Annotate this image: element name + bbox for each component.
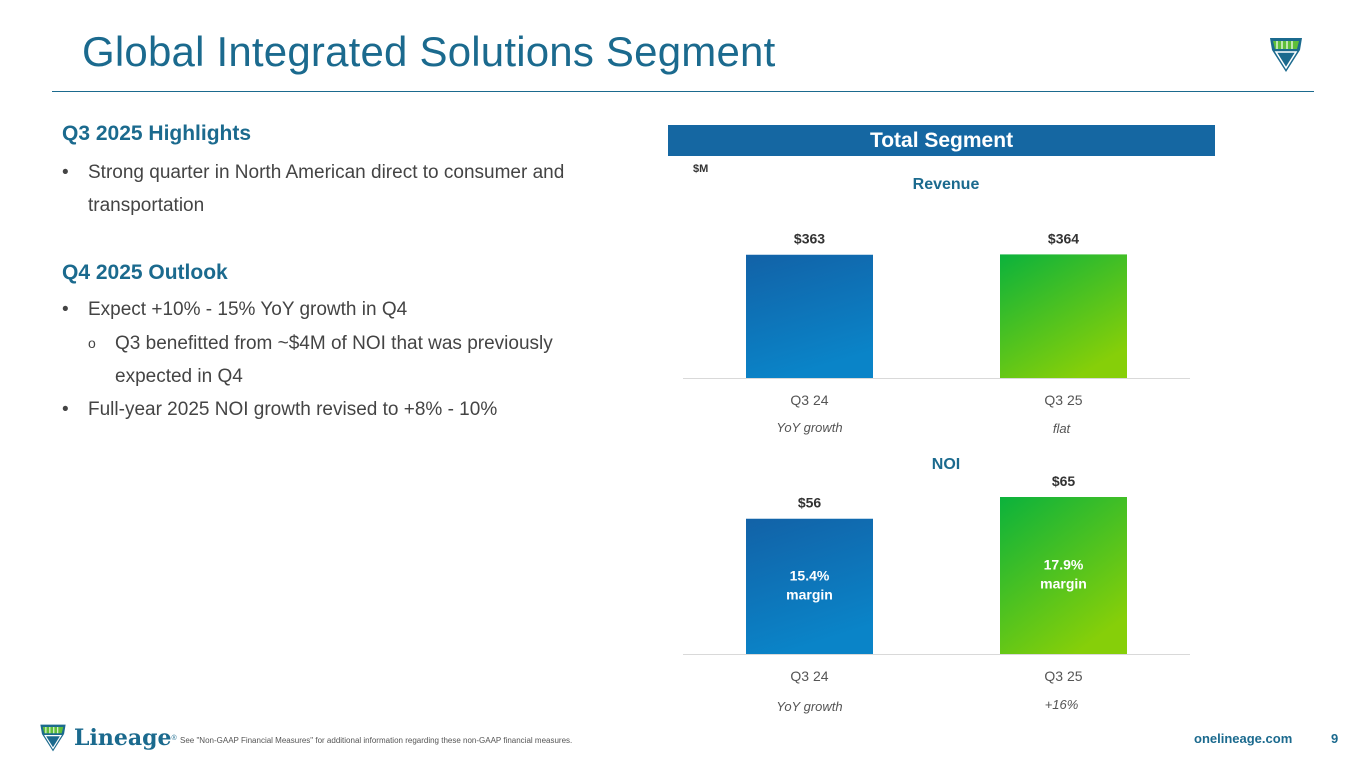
bullet-dot-icon: •: [62, 399, 69, 420]
outlook-sub-bullet: o Q3 benefitted from ~$4M of NOI that wa…: [88, 327, 625, 393]
bullet-dot-icon: •: [62, 162, 69, 183]
data-label: $65: [1052, 473, 1076, 489]
outlook-bullet-2-text: Full-year 2025 NOI growth revised to +8%…: [88, 399, 498, 420]
title-divider: [52, 91, 1314, 92]
category-label: Q3 24: [790, 392, 828, 408]
footer-note: See "Non-GAAP Financial Measures" for ad…: [180, 736, 573, 745]
highlight-bullet: • Strong quarter in North American direc…: [62, 156, 608, 222]
unit-label: $M: [693, 163, 709, 175]
lineage-brand-icon: [40, 724, 66, 752]
bar-q3-25: [1000, 254, 1127, 378]
data-label: $56: [798, 495, 822, 511]
category-label: Q3 25: [1044, 392, 1082, 408]
bar-q3-25: [1000, 497, 1127, 654]
growth-value: +16%: [1045, 697, 1079, 712]
page-number: 9: [1331, 731, 1339, 746]
footer-link[interactable]: onelineage.com: [1194, 731, 1293, 746]
bullet-dot-icon: •: [62, 299, 69, 320]
margin-label: margin: [786, 586, 833, 602]
outlook-bullet-1-text: Expect +10% - 15% YoY growth in Q4: [88, 299, 408, 320]
data-label: $363: [794, 231, 825, 247]
chart-title: Revenue: [913, 176, 980, 193]
growth-label: YoY growth: [776, 699, 842, 714]
lineage-logo-icon: [1270, 38, 1302, 72]
outlook-bullet-1: • Expect +10% - 15% YoY growth in Q4: [62, 293, 628, 326]
margin-label: 15.4%: [790, 567, 830, 583]
hollow-bullet-icon: o: [88, 335, 96, 351]
outlook-sub-text: Q3 benefitted from ~$4M of NOI that was …: [115, 333, 553, 387]
growth-label: YoY growth: [776, 420, 842, 435]
chart-title: NOI: [932, 456, 960, 473]
growth-value: flat: [1053, 421, 1072, 436]
outlook-bullet-2: • Full-year 2025 NOI growth revised to +…: [62, 393, 628, 426]
bar-q3-24: [746, 254, 873, 378]
margin-label: margin: [1040, 576, 1087, 592]
highlight-text: Strong quarter in North American direct …: [88, 162, 565, 216]
data-label: $364: [1048, 230, 1079, 246]
margin-label: 17.9%: [1044, 557, 1084, 573]
highlights-heading: Q3 2025 Highlights: [62, 122, 252, 145]
brand-name: Lineage: [74, 725, 172, 751]
bar-q3-24: [746, 518, 873, 654]
page-title: Global Integrated Solutions Segment: [82, 28, 776, 75]
category-label: Q3 25: [1044, 668, 1082, 684]
footer-brand: Lineage ®: [36, 722, 177, 754]
category-label: Q3 24: [790, 668, 828, 684]
outlook-heading: Q4 2025 Outlook: [62, 261, 228, 284]
brand-registered-mark: ®: [171, 734, 177, 742]
total-segment-banner: Total Segment: [668, 125, 1215, 156]
